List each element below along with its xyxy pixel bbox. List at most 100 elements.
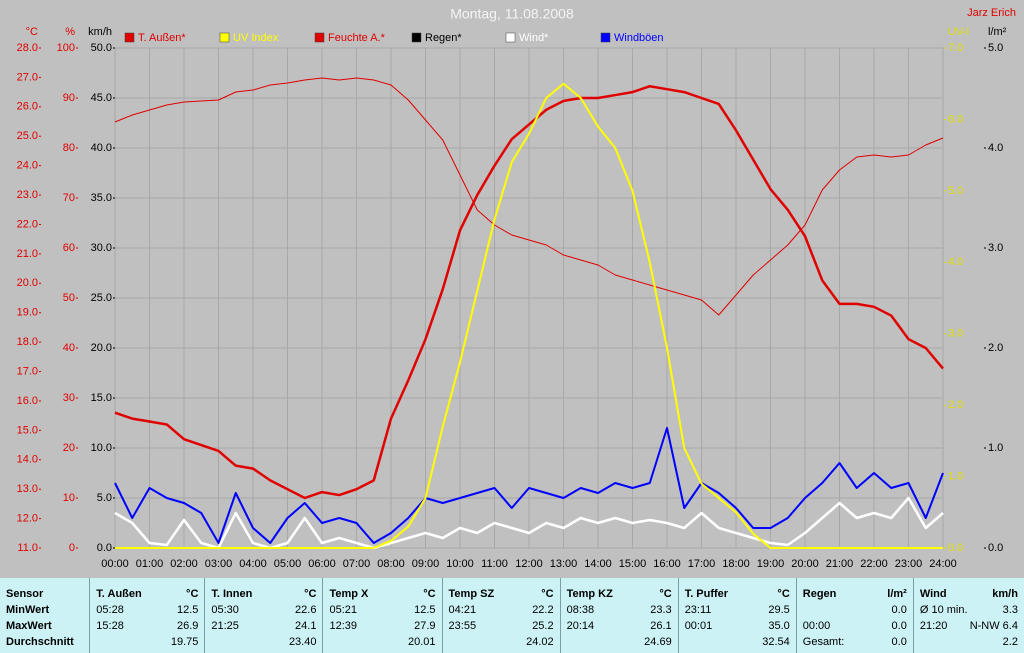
table-cell: Durchschnitt xyxy=(6,636,83,650)
column-unit: °C xyxy=(541,588,554,600)
x-tick-label: 07:00 xyxy=(343,558,371,570)
cell-value: 12.5 xyxy=(414,604,436,616)
author: Jarz Erich xyxy=(967,7,1016,19)
cell-value: 35.0 xyxy=(768,620,790,632)
cell-value: 0.0 xyxy=(891,604,907,616)
y-tick-label: 60 xyxy=(63,242,75,254)
cell-value: N-NW 6.4 xyxy=(969,620,1018,632)
series-line xyxy=(114,84,944,500)
cell-value: 3.3 xyxy=(1002,604,1018,616)
table-cell: 00:01 35.0 xyxy=(685,620,790,634)
cell-label: 00:01 xyxy=(684,620,713,632)
cell-value: 19.75 xyxy=(170,636,199,648)
axis-unit: UV-I xyxy=(948,26,969,38)
y-tick-label: 70 xyxy=(63,192,75,204)
cell-label: MaxWert xyxy=(6,620,52,632)
column-name: Sensor xyxy=(6,588,44,600)
table-cell: 15:28 26.9 xyxy=(96,620,198,634)
column-name: T. Puffer xyxy=(684,588,729,600)
y-tick-label: 22.0 xyxy=(17,218,38,230)
y-tick-label: 28.0 xyxy=(17,42,38,54)
x-tick-label: 06:00 xyxy=(308,558,336,570)
column-header: Temp X °C xyxy=(329,588,435,602)
cell-label: MinWert xyxy=(6,604,50,616)
cell-label: 00:00 xyxy=(802,620,831,632)
y-tick-label: 15.0 xyxy=(17,424,38,436)
column-header: Temp KZ °C xyxy=(567,588,672,602)
table-cell: 24.69 xyxy=(567,636,672,650)
x-tick-label: 10:00 xyxy=(446,558,474,570)
y-tick-label: 10 xyxy=(63,492,75,504)
table-cell: 23.40 xyxy=(211,636,317,650)
legend-label: Regen* xyxy=(425,32,462,44)
y-tick-label: 15.0 xyxy=(91,392,112,404)
x-tick-label: 11:00 xyxy=(481,558,508,570)
x-tick-label: 20:00 xyxy=(791,558,819,570)
legend-label: Feuchte A.* xyxy=(328,32,386,44)
x-tick-label: 14:00 xyxy=(584,558,612,570)
x-tick-label: 05:00 xyxy=(274,558,302,570)
cell-label: Ø 10 min. xyxy=(919,604,968,616)
table-cell: 23:11 29.5 xyxy=(685,604,790,618)
cell-label: 20:14 xyxy=(566,620,595,632)
y-tick-label: 17.0 xyxy=(17,365,38,377)
column-header: T. Innen °C xyxy=(211,588,316,602)
cell-label: 21:20 xyxy=(919,620,948,632)
cell-value: 2.2 xyxy=(1002,636,1018,648)
table-cell: 19.75 xyxy=(96,636,199,650)
table-cell: MinWert xyxy=(6,604,83,618)
cell-value: 32.54 xyxy=(762,636,790,648)
chart: Montag, 11.08.2008 Jarz Erich 00:00 01:00… xyxy=(17,6,1016,570)
y-tick-label: 0 xyxy=(69,542,75,554)
series-line xyxy=(114,427,944,544)
axis-unit: l/m² xyxy=(988,26,1007,38)
y-tick-label: 14.0 xyxy=(17,454,38,466)
y-tick-label: 30.0 xyxy=(91,242,112,254)
table-cell: 05:30 22.6 xyxy=(211,604,316,618)
cell-value: 27.9 xyxy=(414,620,436,632)
y-tick-label: 21.0 xyxy=(17,248,38,260)
cell-value: 24.1 xyxy=(295,620,317,632)
column-header: Regen l/m² xyxy=(803,588,907,602)
column-unit: °C xyxy=(659,588,672,600)
cell-value: 29.5 xyxy=(768,604,790,616)
cell-value: 25.2 xyxy=(532,620,554,632)
y-tick-label: 0.0 xyxy=(97,542,112,554)
x-tick-label: 09:00 xyxy=(412,558,440,570)
column-name: Regen xyxy=(802,588,837,600)
y-tick-label: 90 xyxy=(63,92,75,104)
y-tick-label: 100 xyxy=(57,42,75,54)
cell-value: 22.6 xyxy=(295,604,317,616)
legend-swatch xyxy=(124,32,135,43)
table-cell: 2.2 xyxy=(920,636,1018,650)
table-column: Temp KZ °C 08:38 23.3 20:14 26.1 24.69 xyxy=(559,578,678,653)
y-tick-label: 20.0 xyxy=(91,342,112,354)
column-name: Wind xyxy=(919,588,947,600)
column-header: T. Puffer °C xyxy=(685,588,790,602)
table-column: T. Außen °C 05:28 12.5 15:28 26.9 19.75 xyxy=(89,578,204,653)
y-tick-label: 50 xyxy=(63,292,75,304)
column-header: Sensor xyxy=(6,588,83,602)
table-cell: 05:28 12.5 xyxy=(96,604,198,618)
table-cell: 04:21 22.2 xyxy=(449,604,554,618)
y-tick-label: 50.0 xyxy=(91,42,112,54)
column-unit: km/h xyxy=(992,588,1018,600)
axis-unit: % xyxy=(65,26,75,38)
x-tick-label: 01:00 xyxy=(136,558,164,570)
table-column: Regen l/m² 0.0 00:00 0.0 Gesamt: 0.0 xyxy=(795,578,913,653)
y-tick-label: 19.0 xyxy=(17,307,38,319)
cell-label: 23:11 xyxy=(684,604,712,616)
x-tick-label: 00:00 xyxy=(101,558,129,570)
x-tick-label: 18:00 xyxy=(722,558,750,570)
y-tick-label: 0.0 xyxy=(988,542,1003,554)
table-column: Temp X °C 05:21 12.5 12:39 27.9 20.01 xyxy=(322,578,441,653)
table-column: Temp SZ °C 04:21 22.2 23:55 25.2 24.02 xyxy=(441,578,560,653)
table-cell: 21:25 24.1 xyxy=(211,620,316,634)
table-cell: 20.01 xyxy=(329,636,436,650)
y-tick-label: 1.0 xyxy=(988,442,1003,454)
y-tick-label: 25.0 xyxy=(17,130,38,142)
y-tick-label: 4.0 xyxy=(948,256,963,268)
x-tick-label: 12:00 xyxy=(515,558,543,570)
table-cell: 20:14 26.1 xyxy=(567,620,672,634)
